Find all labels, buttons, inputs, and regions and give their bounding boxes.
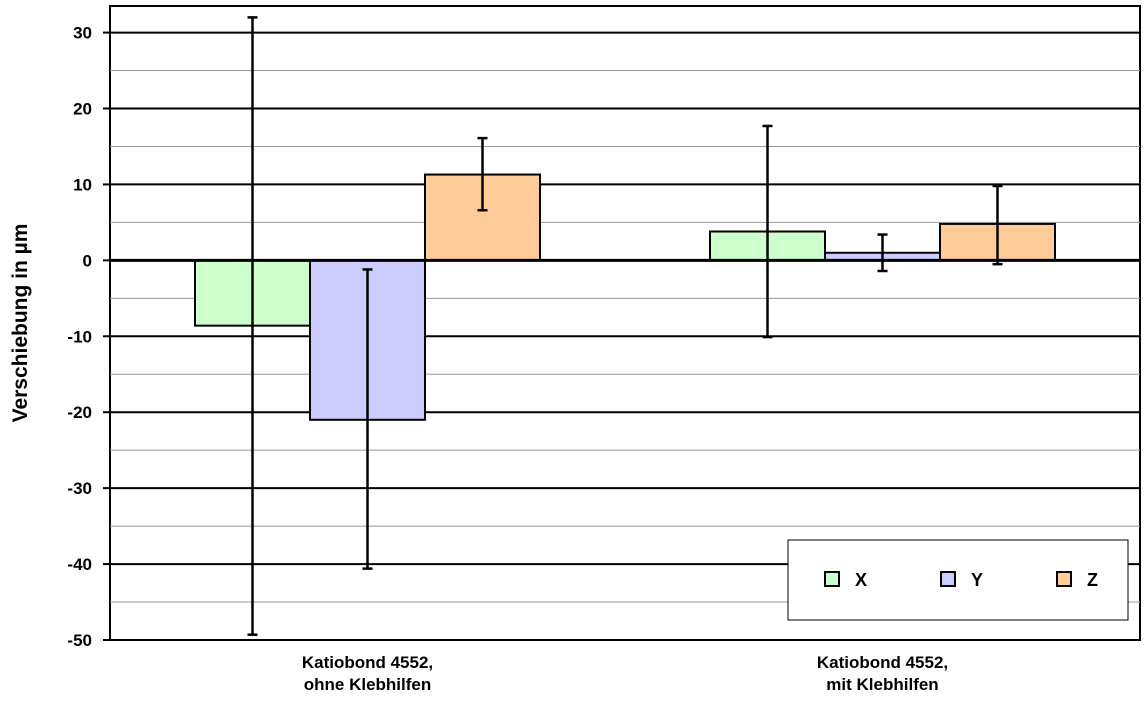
category-label: ohne Klebhilfen xyxy=(304,675,432,694)
y-tick-label: 0 xyxy=(83,251,92,270)
y-tick-labels: 30 20 10 0 -10 -20 -30 -40 -50 xyxy=(67,24,92,650)
y-tick-label: 20 xyxy=(73,100,92,119)
legend-swatch-z xyxy=(1056,571,1072,587)
category-label: mit Klebhilfen xyxy=(826,675,938,694)
y-axis-title: Verschiebung in µm xyxy=(9,224,32,423)
error-bars xyxy=(247,16,1003,636)
legend: X Y Z xyxy=(787,539,1129,621)
legend-swatch-y xyxy=(940,571,956,587)
legend-label-y: Y xyxy=(971,570,983,590)
y-tick-label: 10 xyxy=(73,175,92,194)
legend-label-x: X xyxy=(855,570,867,590)
category-label: Katiobond 4552, xyxy=(302,653,433,672)
y-tick-label: -10 xyxy=(67,327,92,346)
y-tick-label: -40 xyxy=(67,555,92,574)
y-tick-label: -50 xyxy=(67,631,92,650)
category-label: Katiobond 4552, xyxy=(817,653,948,672)
y-tick-label: 30 xyxy=(73,24,92,43)
category-labels: Katiobond 4552, ohne Klebhilfen Katiobond … xyxy=(302,653,948,694)
y-tick-label: -20 xyxy=(67,403,92,422)
legend-swatch-x xyxy=(824,571,840,587)
y-tick-label: -30 xyxy=(67,479,92,498)
legend-label-z: Z xyxy=(1087,570,1098,590)
